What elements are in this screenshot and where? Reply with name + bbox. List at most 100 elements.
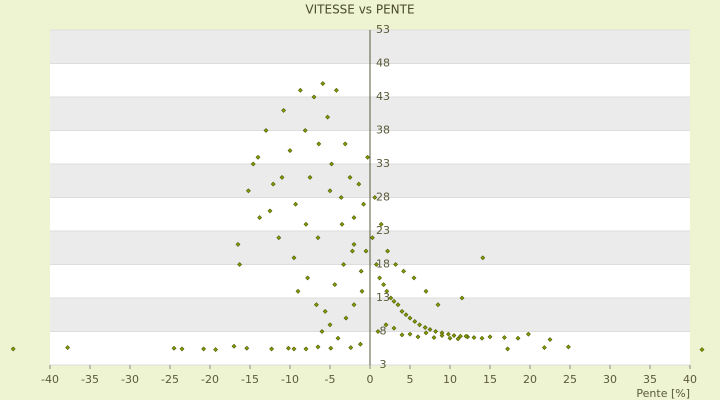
point (385, 248, 391, 254)
x-tick-label: -20 (201, 373, 219, 386)
y-tick-label: 28 (376, 191, 390, 204)
point (541, 345, 547, 351)
point (315, 235, 321, 241)
chart-title: VITESSE vs PENTE (305, 3, 414, 17)
point (322, 308, 328, 314)
point (351, 302, 357, 308)
point (391, 325, 397, 331)
point (293, 201, 299, 207)
x-tick-label: 15 (483, 373, 497, 386)
point (245, 188, 251, 194)
point (171, 345, 177, 351)
x-tick-label: 10 (443, 373, 457, 386)
point (237, 262, 243, 267)
point (487, 334, 493, 340)
x-tick-label: 30 (603, 373, 617, 386)
point (365, 154, 371, 160)
point (351, 215, 357, 221)
point (351, 241, 357, 247)
point (276, 235, 282, 241)
point (319, 329, 325, 334)
point (417, 322, 423, 328)
point (357, 341, 363, 347)
x-tick-label: -5 (325, 373, 336, 386)
x-tick-label: -30 (121, 373, 139, 386)
point (412, 319, 418, 324)
x-tick-label: -35 (81, 373, 99, 386)
y-tick-label: 23 (376, 224, 390, 237)
point (377, 275, 383, 281)
point (401, 268, 407, 274)
point (287, 148, 293, 154)
point (347, 174, 353, 180)
x-tick-label: 35 (643, 373, 657, 386)
point (411, 275, 417, 281)
point (255, 154, 261, 160)
point (423, 330, 429, 336)
point (505, 346, 511, 352)
point (338, 195, 344, 200)
point (378, 221, 384, 227)
point (327, 322, 333, 328)
point (332, 282, 338, 288)
point (213, 347, 219, 353)
point (455, 336, 461, 342)
point (356, 181, 362, 187)
point (459, 295, 465, 301)
point (343, 315, 349, 321)
point (339, 221, 345, 227)
point (361, 201, 367, 207)
point (313, 302, 319, 308)
point (399, 332, 405, 338)
point (383, 322, 389, 328)
y-tick-label: 33 (376, 157, 390, 170)
point (270, 181, 276, 187)
point (369, 235, 375, 241)
point (423, 288, 429, 294)
y-tick-label: 18 (376, 258, 390, 271)
point (349, 248, 355, 254)
y-tick-label: 38 (376, 124, 390, 137)
point (10, 346, 16, 352)
point (320, 81, 326, 87)
point (297, 87, 303, 93)
point (363, 248, 369, 254)
point (267, 208, 273, 214)
point (285, 345, 291, 351)
point (359, 288, 365, 294)
point (373, 262, 379, 267)
point (307, 174, 313, 180)
point (393, 262, 399, 267)
point (348, 345, 354, 351)
point (341, 262, 347, 267)
x-tick-label: -40 (41, 373, 59, 386)
point (407, 315, 413, 321)
point (325, 114, 331, 120)
x-axis-label: Pente [%] (636, 387, 690, 400)
point (303, 346, 309, 352)
point (403, 312, 409, 318)
y-tick-label: 3 (380, 358, 387, 371)
point (388, 295, 394, 301)
point (399, 308, 405, 314)
point (329, 161, 335, 167)
point (302, 128, 308, 133)
y-tick-label: 48 (376, 57, 390, 70)
point (305, 275, 311, 281)
point (391, 298, 397, 304)
x-tick-label: 40 (683, 373, 697, 386)
point (201, 346, 207, 352)
y-tick-label: 8 (380, 325, 387, 338)
x-tick-label: 25 (563, 373, 577, 386)
point (257, 215, 263, 221)
y-tick-label: 13 (376, 291, 390, 304)
x-tick-label: -10 (281, 373, 299, 386)
point (372, 195, 378, 200)
point (235, 241, 241, 247)
point (415, 334, 421, 340)
point (335, 335, 341, 341)
point (281, 107, 287, 113)
point (471, 335, 477, 340)
point (565, 344, 571, 350)
